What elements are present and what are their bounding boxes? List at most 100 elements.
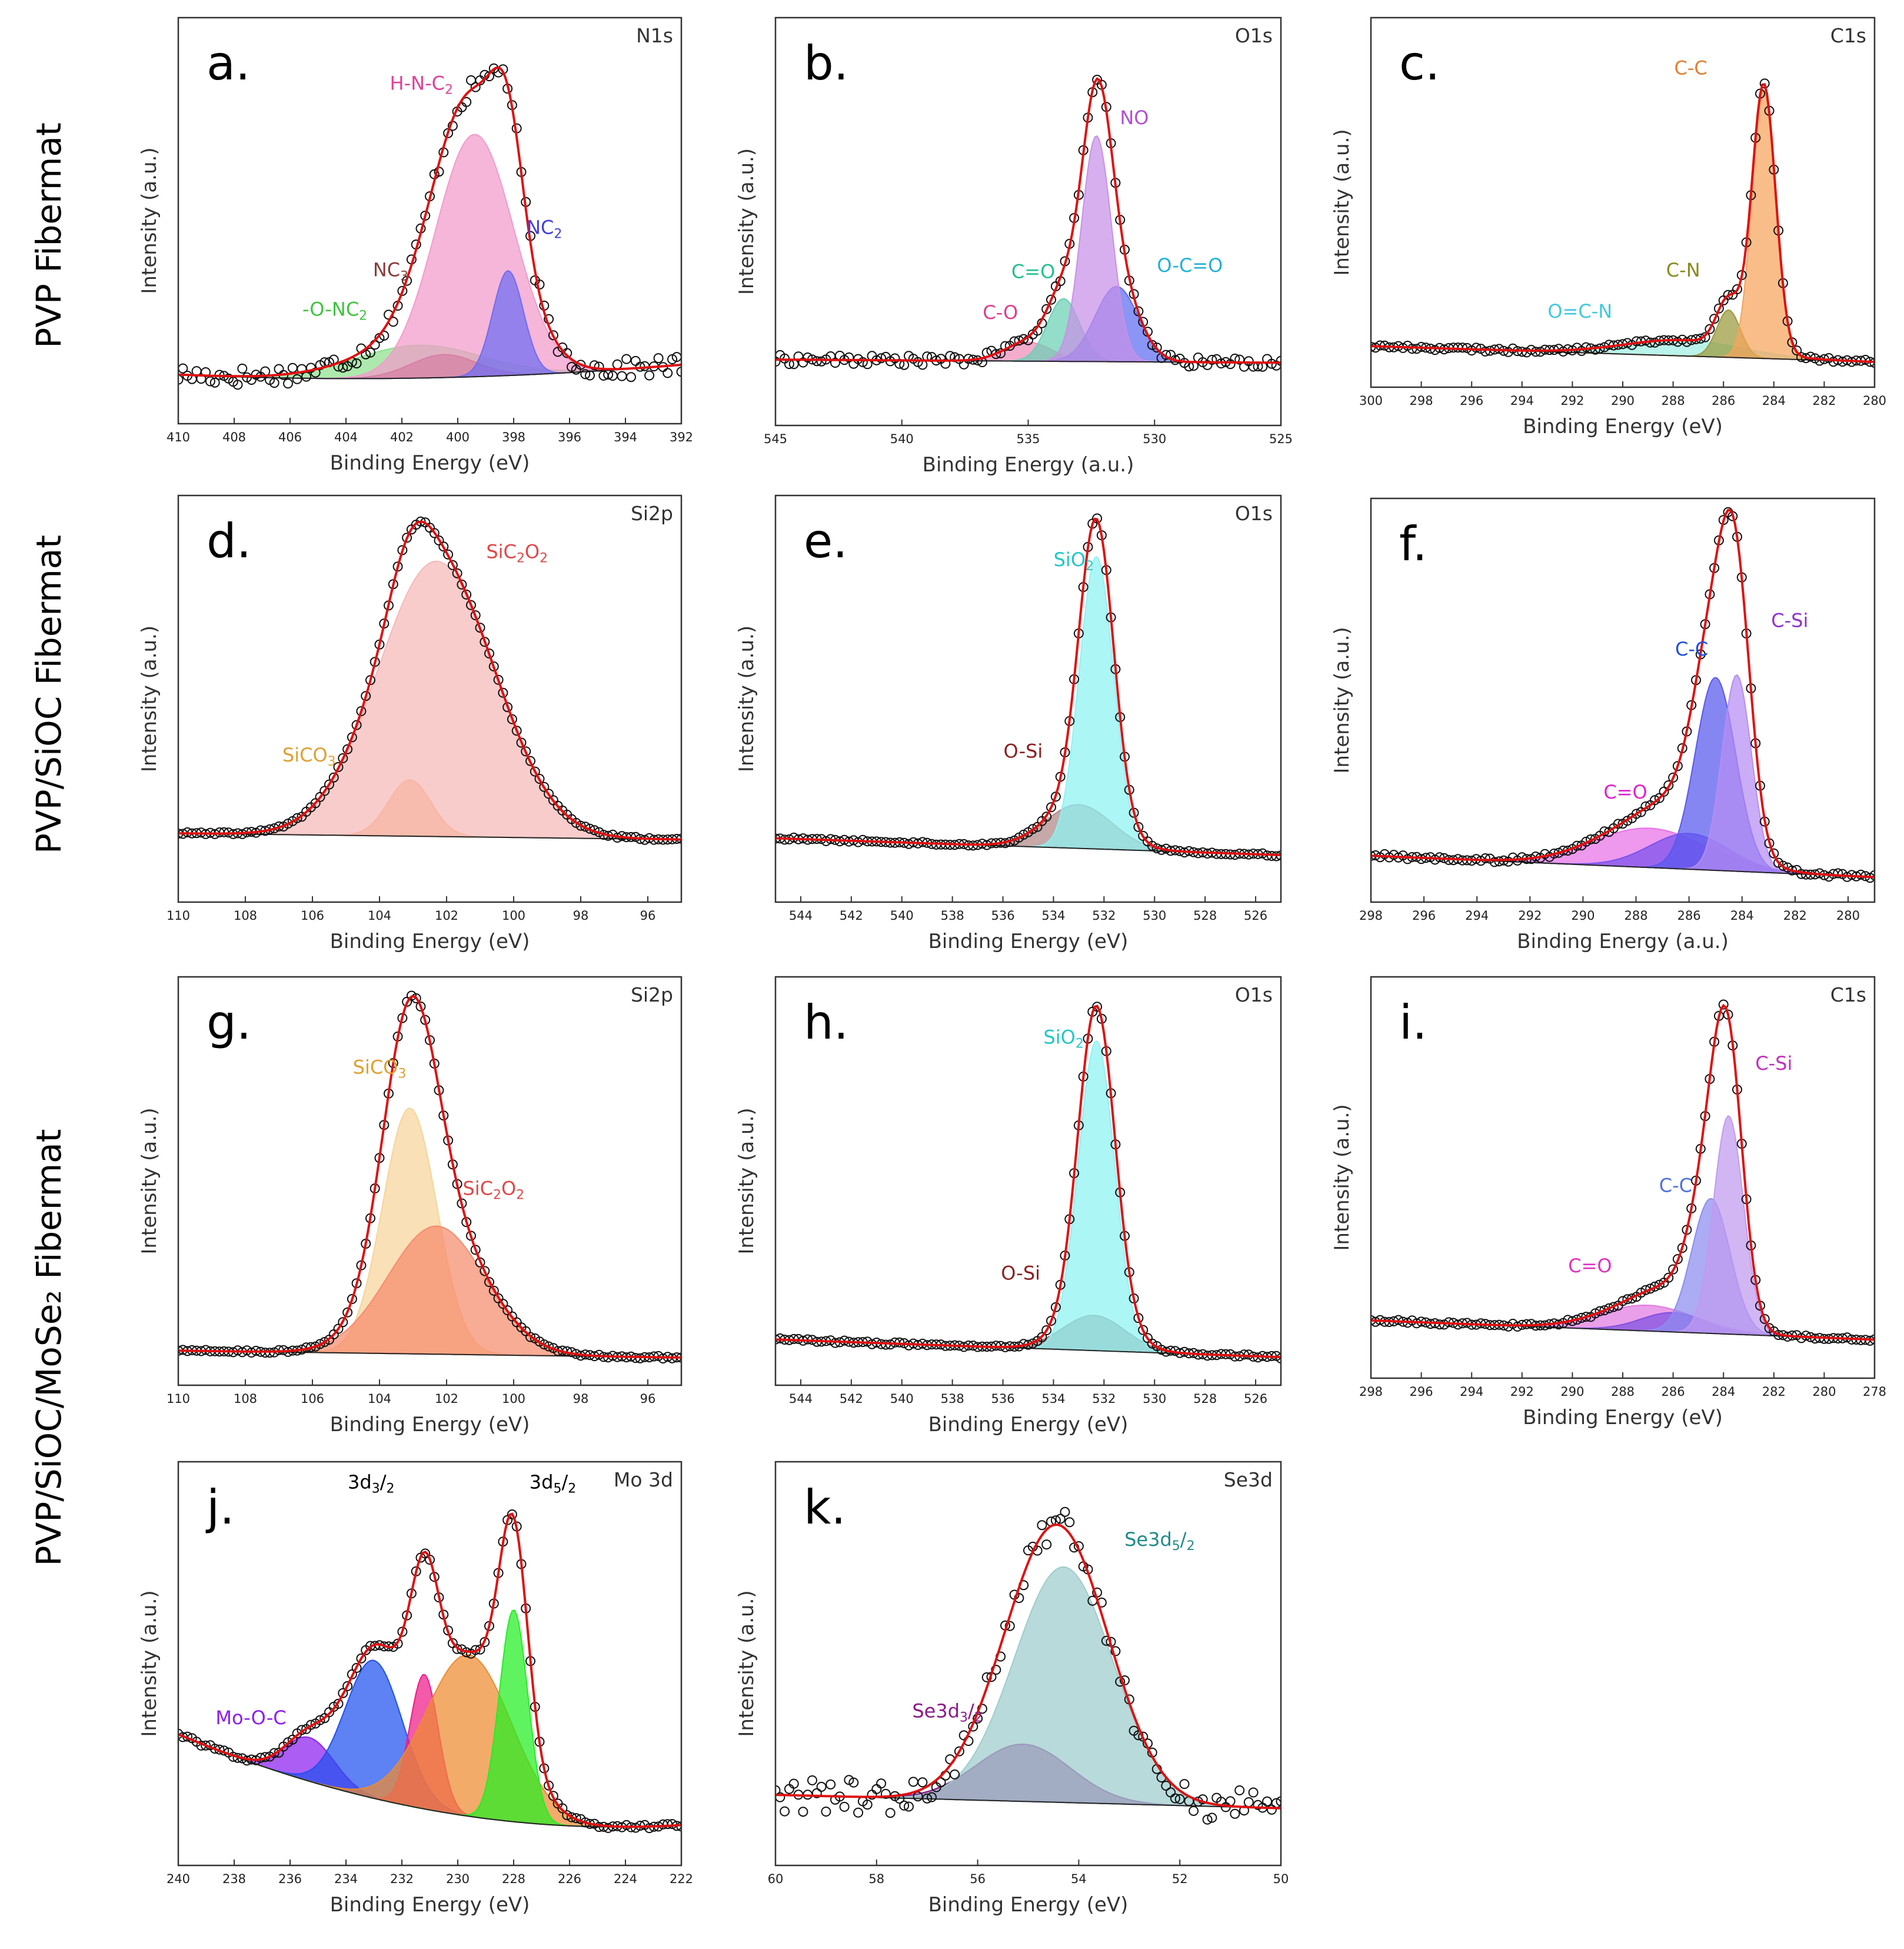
x-tick-label: 104 bbox=[368, 1392, 391, 1406]
data-point bbox=[927, 1792, 937, 1802]
component-peak-j-3 bbox=[178, 1654, 681, 1828]
data-point bbox=[1092, 513, 1103, 524]
data-point bbox=[1471, 342, 1482, 353]
core-level-label: Si2p bbox=[631, 502, 673, 525]
x-tick-label: 98 bbox=[573, 1392, 589, 1406]
data-point bbox=[1718, 999, 1729, 1010]
data-point bbox=[775, 1785, 781, 1795]
data-point bbox=[1759, 1313, 1770, 1324]
x-tick-label: 528 bbox=[1193, 909, 1217, 923]
plot-frame bbox=[1370, 497, 1876, 903]
data-point bbox=[470, 1245, 481, 1255]
data-point bbox=[562, 348, 572, 358]
x-tick-label: 394 bbox=[614, 430, 637, 444]
peak-annotation: C-Si bbox=[1771, 610, 1808, 632]
data-point bbox=[1189, 1805, 1199, 1816]
chart-panel-k: 60 58 56 54 52 50 Binding Energy (eV) Intensity… bbox=[735, 1461, 1289, 1917]
data-point bbox=[1732, 284, 1742, 294]
plot-area bbox=[178, 516, 681, 845]
x-tick-label: 400 bbox=[446, 430, 470, 444]
data-point bbox=[516, 737, 527, 748]
data-point bbox=[991, 1341, 1001, 1351]
x-tick-label: 282 bbox=[1783, 909, 1807, 923]
x-tick-label: 294 bbox=[1465, 909, 1489, 923]
data-point bbox=[1631, 809, 1642, 819]
x-tick-label: 288 bbox=[1624, 909, 1647, 923]
data-point bbox=[667, 1819, 677, 1830]
chart-panel-a: 410 408 406 404 402 400 398 396 394 392 Binding En… bbox=[138, 16, 693, 475]
panel-letter: a. bbox=[207, 36, 250, 91]
x-tick-label: 288 bbox=[1611, 1385, 1635, 1399]
peak-annotation: SiCO3 bbox=[282, 744, 336, 769]
data-point bbox=[1434, 1319, 1445, 1330]
data-point bbox=[1041, 1539, 1052, 1550]
data-point bbox=[333, 762, 344, 772]
data-point bbox=[292, 374, 302, 384]
peak-annotation: SiC2O2 bbox=[462, 1178, 524, 1203]
peak-annotation: NC2 bbox=[527, 216, 562, 241]
x-tick-label: 530 bbox=[1143, 1392, 1166, 1406]
data-point bbox=[466, 1230, 476, 1241]
core-level-label: Mo 3d bbox=[614, 1468, 673, 1491]
panel-letter: i. bbox=[1399, 995, 1427, 1050]
plot-frame bbox=[774, 16, 1282, 427]
data-point bbox=[848, 1777, 859, 1788]
y-axis-title: Intensity (a.u.) bbox=[735, 626, 758, 772]
peak-annotation: C-C bbox=[1659, 1175, 1692, 1197]
data-point bbox=[1060, 1506, 1070, 1517]
data-point bbox=[1663, 1272, 1674, 1283]
data-point bbox=[411, 993, 421, 1003]
panel-letter: e. bbox=[804, 514, 848, 568]
data-point bbox=[1402, 854, 1413, 864]
data-point bbox=[1018, 334, 1029, 344]
data-point bbox=[1650, 337, 1660, 348]
data-point bbox=[612, 359, 623, 370]
fit-envelope-g bbox=[178, 995, 681, 1359]
x-tick-label: 282 bbox=[1762, 1385, 1786, 1399]
data-point bbox=[232, 380, 243, 390]
data-point bbox=[830, 358, 840, 368]
x-tick-label: 534 bbox=[1041, 909, 1065, 923]
data-point bbox=[209, 377, 220, 388]
peak-annotation: C=O bbox=[1603, 781, 1647, 803]
x-axis-title: Binding Energy (eV) bbox=[330, 451, 530, 475]
x-tick-label: 106 bbox=[301, 1392, 324, 1406]
peak-annotation: C-C bbox=[1674, 57, 1707, 79]
data-point bbox=[457, 579, 467, 590]
data-point bbox=[488, 1285, 499, 1296]
x-tick-label: 104 bbox=[368, 909, 391, 923]
x-tick-label: 298 bbox=[1359, 1385, 1383, 1399]
panel-grid: 410 408 406 404 402 400 398 396 394 392 Binding En… bbox=[138, 16, 1886, 1917]
data-point bbox=[1266, 1804, 1277, 1815]
data-point bbox=[1179, 1779, 1190, 1790]
data-point bbox=[548, 330, 558, 341]
data-point bbox=[567, 1812, 577, 1822]
peak-annotation: Se3d3/2 bbox=[912, 1699, 982, 1725]
data-point bbox=[480, 637, 490, 647]
data-point bbox=[1815, 355, 1825, 366]
x-tick-label: 406 bbox=[278, 430, 302, 444]
data-point bbox=[1713, 303, 1724, 314]
panel-letter: b. bbox=[804, 36, 848, 91]
chart-panel-f: 298 296 294 292 290 288 286 284 282 280 Binding En… bbox=[1330, 497, 1876, 953]
data-point bbox=[811, 356, 822, 367]
data-point bbox=[894, 1337, 905, 1348]
panel-letter: h. bbox=[804, 995, 848, 1050]
data-point bbox=[954, 1746, 964, 1757]
y-axis-title: Intensity (a.u.) bbox=[1330, 129, 1354, 275]
plot-area bbox=[1371, 507, 1875, 883]
data-point bbox=[1133, 821, 1144, 832]
peak-annotation: 3d5/2 bbox=[530, 1471, 576, 1496]
x-tick-label: 110 bbox=[167, 1392, 190, 1406]
component-peak-c-2 bbox=[1371, 89, 1875, 363]
data-point bbox=[630, 355, 641, 366]
data-point bbox=[1869, 870, 1875, 880]
x-tick-label: 280 bbox=[1863, 394, 1886, 408]
data-point bbox=[333, 1323, 344, 1334]
data-point bbox=[904, 1801, 914, 1812]
data-point bbox=[1650, 795, 1660, 806]
data-point bbox=[1480, 853, 1490, 863]
x-tick-label: 108 bbox=[234, 909, 257, 923]
data-point bbox=[544, 1341, 554, 1352]
data-point bbox=[589, 360, 600, 371]
